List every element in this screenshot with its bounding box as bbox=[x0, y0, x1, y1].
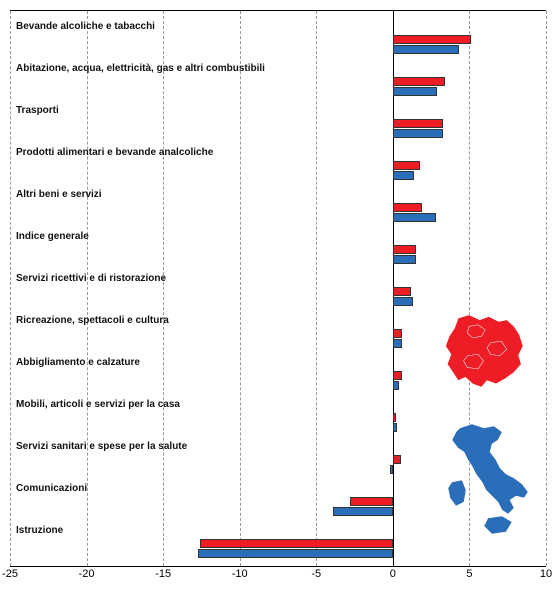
category-group: Abbigliamento e calzature bbox=[10, 371, 546, 390]
category-group: Ricreazione, spettacoli e cultura bbox=[10, 329, 546, 348]
bar-series-a bbox=[393, 371, 402, 380]
x-tick-label: -25 bbox=[2, 568, 18, 580]
bar-series-b bbox=[333, 507, 393, 516]
bar-series-a bbox=[393, 161, 421, 170]
category-group: Bevande alcoliche e tabacchi bbox=[10, 35, 546, 54]
bar-series-a bbox=[393, 329, 402, 338]
category-label: Ricreazione, spettacoli e cultura bbox=[16, 315, 169, 326]
gridline bbox=[546, 11, 547, 566]
x-tick-label: -15 bbox=[155, 568, 171, 580]
category-label: Altri beni e servizi bbox=[16, 189, 102, 200]
chart-container: Bevande alcoliche e tabacchi Abitazione, … bbox=[0, 0, 556, 590]
bar-series-a bbox=[200, 539, 393, 548]
bar-series-b bbox=[198, 549, 392, 558]
bar-series-b bbox=[390, 465, 393, 474]
bar-series-a bbox=[393, 119, 444, 128]
category-group: Altri beni e servizi bbox=[10, 203, 546, 222]
bar-series-a bbox=[393, 245, 416, 254]
category-group: Comunicazioni bbox=[10, 497, 546, 516]
x-tick-label: -5 bbox=[311, 568, 321, 580]
category-label: Indice generale bbox=[16, 231, 89, 242]
category-label: Prodotti alimentari e bevande analcolich… bbox=[16, 147, 213, 158]
category-group: Istruzione bbox=[10, 539, 546, 558]
bar-series-b bbox=[393, 381, 399, 390]
category-label: Istruzione bbox=[16, 525, 63, 536]
category-label: Servizi sanitari e spese per la salute bbox=[16, 441, 187, 452]
category-label: Servizi ricettivi e di ristorazione bbox=[16, 273, 166, 284]
category-group: Indice generale bbox=[10, 245, 546, 264]
category-label: Trasporti bbox=[16, 105, 59, 116]
x-tick-label: -20 bbox=[79, 568, 95, 580]
bar-series-b bbox=[393, 87, 437, 96]
category-label: Comunicazioni bbox=[16, 483, 87, 494]
plot-area: Bevande alcoliche e tabacchi Abitazione, … bbox=[10, 10, 546, 567]
bar-series-b bbox=[393, 129, 444, 138]
bar-series-a bbox=[350, 497, 393, 506]
bar-series-b bbox=[393, 255, 416, 264]
category-label: Abitazione, acqua, elettricità, gas e al… bbox=[16, 63, 265, 74]
category-group: Servizi ricettivi e di ristorazione bbox=[10, 287, 546, 306]
category-group: Trasporti bbox=[10, 119, 546, 138]
bar-series-b bbox=[393, 171, 414, 180]
bar-series-b bbox=[393, 213, 436, 222]
bar-series-a bbox=[393, 413, 396, 422]
category-label: Mobili, articoli e servizi per la casa bbox=[16, 399, 180, 410]
bar-series-b bbox=[393, 297, 413, 306]
bar-series-b bbox=[393, 423, 398, 432]
bar-series-a bbox=[393, 77, 445, 86]
category-label: Abbigliamento e calzature bbox=[16, 357, 140, 368]
bar-series-a bbox=[393, 35, 471, 44]
category-group: Servizi sanitari e spese per la salute bbox=[10, 455, 546, 474]
category-group: Abitazione, acqua, elettricità, gas e al… bbox=[10, 77, 546, 96]
bar-series-a bbox=[393, 455, 401, 464]
bar-series-a bbox=[393, 203, 422, 212]
category-group: Prodotti alimentari e bevande analcolich… bbox=[10, 161, 546, 180]
bar-series-b bbox=[393, 339, 402, 348]
x-tick-label: -10 bbox=[232, 568, 248, 580]
bar-series-a bbox=[393, 287, 411, 296]
category-group: Mobili, articoli e servizi per la casa bbox=[10, 413, 546, 432]
x-tick-label: 0 bbox=[390, 568, 396, 580]
x-tick-label: 5 bbox=[466, 568, 472, 580]
category-label: Bevande alcoliche e tabacchi bbox=[16, 21, 155, 32]
x-tick-label: 10 bbox=[540, 568, 552, 580]
bar-series-b bbox=[393, 45, 459, 54]
